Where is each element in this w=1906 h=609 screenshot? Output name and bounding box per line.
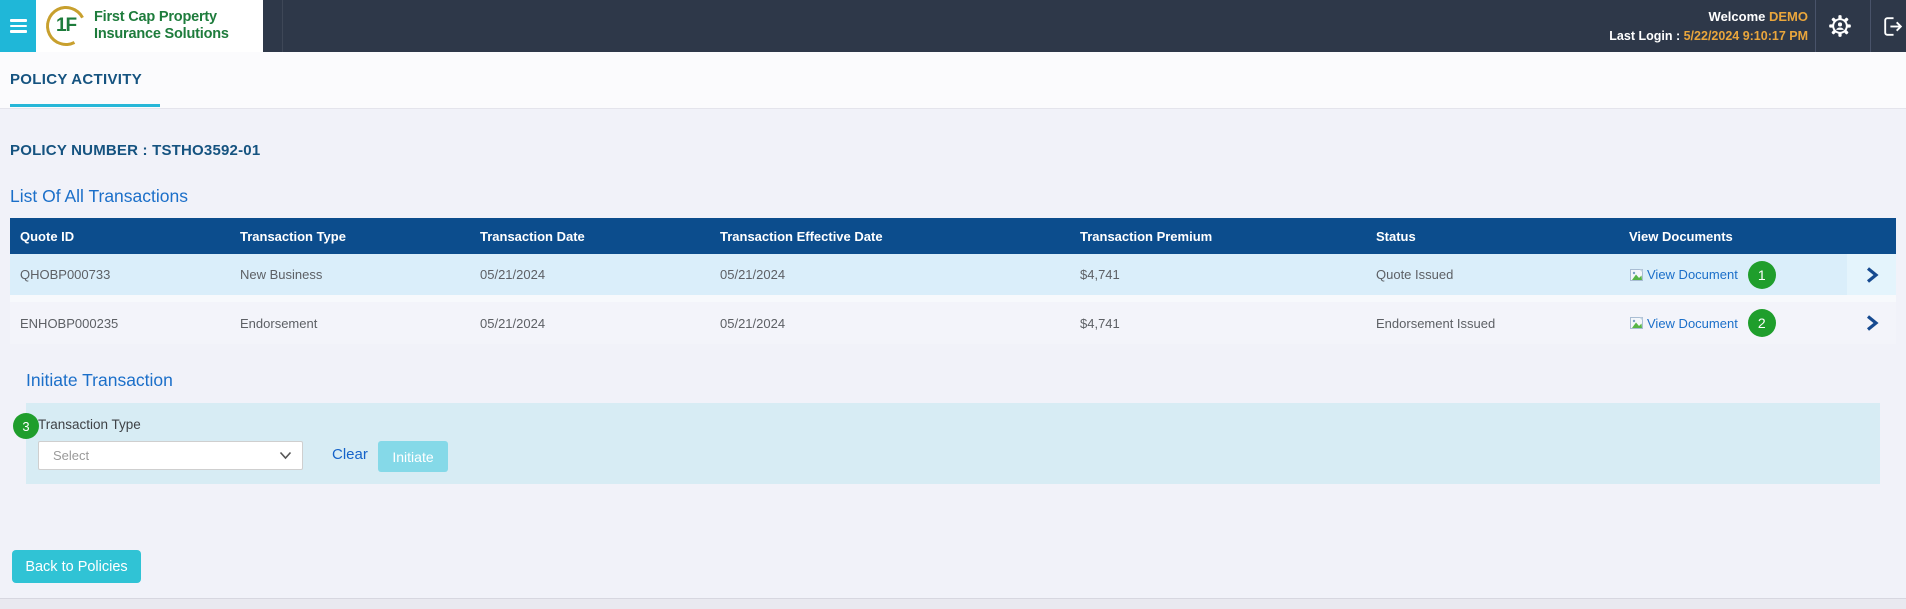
chevron-right-icon: [1866, 266, 1879, 283]
brand-name: First Cap Property Insurance Solutions: [94, 8, 229, 42]
transactions-table: Quote ID Transaction Type Transaction Da…: [10, 218, 1896, 344]
tab-policy-activity[interactable]: POLICY ACTIVITY: [10, 71, 143, 88]
broken-image-icon: [1630, 268, 1643, 281]
last-login-value: 5/22/2024 9:10:17 PM: [1683, 28, 1808, 43]
table-row: ENHOBP000235 Endorsement 05/21/2024 05/2…: [10, 302, 1896, 344]
policy-number-heading: POLICY NUMBER : TSTHO3592-01: [10, 142, 261, 159]
cell-status: Quote Issued: [1376, 267, 1454, 282]
column-header-expand: [1847, 218, 1896, 254]
initiate-transaction-panel: 3 Transaction Type Select Clear Initiate: [13, 403, 1880, 484]
brand-logo-icon: 1F: [40, 0, 92, 52]
initiate-section-title: Initiate Transaction: [26, 370, 173, 390]
cell-status: Endorsement Issued: [1376, 315, 1496, 331]
logout-button[interactable]: [1878, 12, 1906, 40]
cell-transaction-date: 05/21/2024: [480, 267, 546, 282]
row-expand-chevron[interactable]: [1847, 302, 1896, 344]
tab-band: POLICY ACTIVITY: [0, 52, 1906, 109]
cell-premium: $4,741: [1080, 315, 1120, 331]
cell-transaction-type: Endorsement: [240, 315, 318, 331]
top-header-bar: 1F First Cap Property Insurance Solution…: [0, 0, 1906, 52]
chevron-right-icon: [1866, 315, 1879, 331]
tab-active-underline: [10, 104, 160, 107]
cell-view-documents: View Document 2: [1619, 302, 1847, 344]
cell-effective-date: 05/21/2024: [720, 315, 786, 331]
column-header-status: Status: [1376, 228, 1416, 244]
view-document-link[interactable]: View Document: [1629, 315, 1738, 331]
welcome-username: DEMO: [1769, 9, 1808, 24]
logout-icon: [1883, 16, 1902, 36]
hamburger-icon: [9, 16, 27, 36]
annotation-badge-3: 3: [13, 413, 39, 439]
annotation-badge-1: 1: [1747, 260, 1776, 289]
annotation-badge-2: 2: [1747, 309, 1776, 337]
cell-quote-id: ENHOBP000235: [20, 315, 119, 331]
welcome-label: Welcome: [1708, 9, 1766, 24]
welcome-block: Welcome DEMO Last Login : 5/22/2024 9:10…: [1609, 8, 1808, 45]
clear-button[interactable]: Clear: [332, 446, 368, 463]
cell-quote-id: QHOBP000733: [20, 267, 111, 282]
column-header-transaction-date: Transaction Date: [480, 228, 585, 244]
hamburger-menu-button[interactable]: [0, 0, 36, 52]
column-header-transaction-type: Transaction Type: [240, 228, 346, 244]
transactions-section-title: List Of All Transactions: [10, 186, 188, 206]
chevron-down-icon: [279, 451, 292, 460]
header-divider: [1815, 0, 1816, 52]
back-to-policies-button[interactable]: Back to Policies: [12, 550, 141, 583]
cell-effective-date: 05/21/2024: [720, 267, 786, 282]
brand-logo: 1F First Cap Property Insurance Solution…: [36, 0, 263, 52]
header-divider: [1870, 0, 1871, 52]
broken-image-icon: [1630, 317, 1643, 329]
column-header-view-documents: View Documents: [1629, 228, 1733, 244]
cell-premium: $4,741: [1080, 267, 1120, 282]
gear-profile-icon: [1829, 15, 1851, 37]
table-header-row: Quote ID Transaction Type Transaction Da…: [10, 218, 1896, 254]
transaction-type-label: Transaction Type: [38, 417, 141, 432]
row-separator: [10, 295, 1896, 302]
select-placeholder: Select: [53, 448, 90, 463]
settings-button[interactable]: [1826, 12, 1854, 40]
cell-transaction-type: New Business: [240, 267, 323, 282]
table-row: QHOBP000733 New Business 05/21/2024 05/2…: [10, 254, 1896, 295]
column-header-transaction-effective-date: Transaction Effective Date: [720, 228, 883, 244]
column-header-quote-id: Quote ID: [20, 228, 75, 244]
initiate-button[interactable]: Initiate: [378, 441, 448, 472]
view-document-link[interactable]: View Document: [1629, 267, 1738, 283]
bottom-strip: [0, 598, 1906, 609]
cell-transaction-date: 05/21/2024: [480, 315, 546, 331]
transaction-type-select[interactable]: Select: [38, 441, 303, 470]
column-header-transaction-premium: Transaction Premium: [1080, 228, 1213, 244]
cell-view-documents: View Document 1: [1619, 254, 1847, 295]
row-expand-chevron[interactable]: [1847, 254, 1896, 295]
last-login-label: Last Login :: [1609, 28, 1684, 43]
header-divider: [282, 0, 283, 52]
